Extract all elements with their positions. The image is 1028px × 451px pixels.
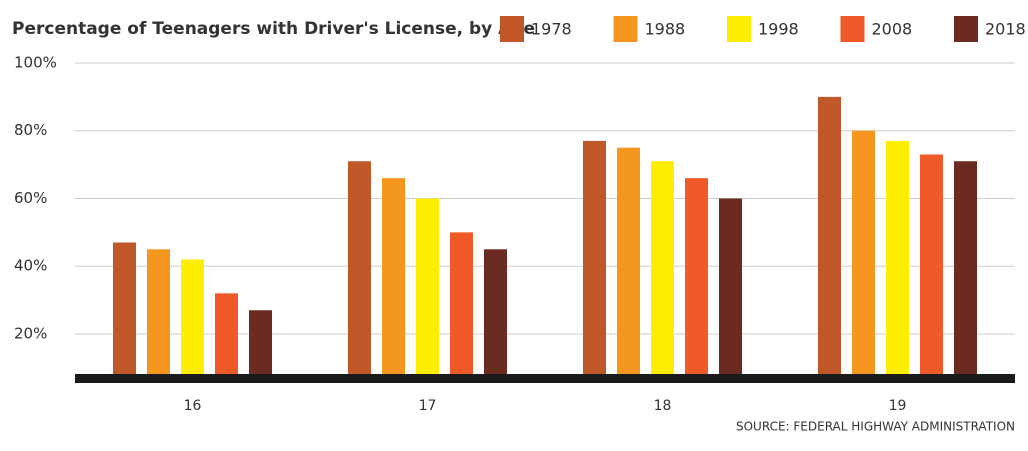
bar	[886, 140, 909, 378]
bar	[249, 310, 272, 378]
bar	[147, 249, 170, 378]
x-tick-label: 19	[889, 398, 907, 414]
y-tick-label: 100%	[14, 54, 57, 72]
x-tick-label: 16	[184, 398, 202, 414]
x-tick-label: 18	[654, 398, 672, 414]
bar	[651, 161, 674, 378]
bar	[852, 130, 875, 378]
bar	[450, 232, 473, 378]
legend-label: 2008	[872, 20, 913, 39]
x-tick-label: 17	[419, 398, 437, 414]
legend-swatch	[613, 16, 638, 42]
legend-swatch	[954, 16, 978, 42]
source-note: SOURCE: FEDERAL HIGHWAY ADMINISTRATION	[736, 420, 1015, 434]
bar	[484, 249, 507, 378]
legend-swatch	[840, 16, 865, 42]
y-tick-label: 80%	[14, 121, 47, 139]
bar	[382, 178, 405, 378]
legend-label: 1978	[531, 20, 572, 39]
legend-label: 2018	[985, 20, 1026, 39]
bar	[348, 161, 371, 378]
legend-swatch	[500, 16, 524, 42]
bar	[416, 198, 439, 378]
legend-label: 1988	[645, 20, 686, 39]
legend-swatch	[727, 16, 751, 42]
x-axis-baseline	[75, 374, 1015, 383]
bar	[181, 259, 204, 378]
legend-label: 1998	[758, 20, 799, 39]
bar	[719, 198, 742, 378]
y-tick-label: 60%	[14, 189, 47, 207]
bar	[818, 96, 841, 378]
y-tick-label: 40%	[14, 257, 47, 275]
bar	[617, 147, 640, 378]
bar	[954, 161, 977, 378]
bar	[920, 154, 943, 378]
bar	[685, 178, 708, 378]
bar	[215, 293, 238, 378]
bar	[113, 242, 136, 378]
chart-title: Percentage of Teenagers with Driver's Li…	[12, 19, 535, 39]
bar	[583, 140, 606, 378]
y-tick-label: 20%	[14, 324, 47, 342]
